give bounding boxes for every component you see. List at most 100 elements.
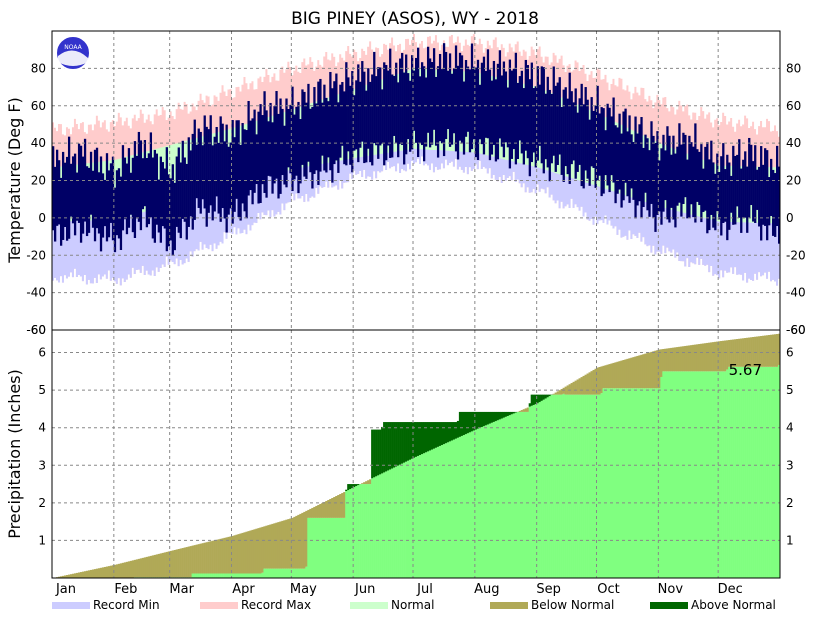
below-normal-column <box>261 526 264 573</box>
observed-precip-column <box>409 459 412 578</box>
observed-temp-bar <box>105 153 109 242</box>
below-normal-column <box>676 347 679 372</box>
observed-precip-column <box>257 573 260 578</box>
observed-precip-column <box>490 422 494 578</box>
below-normal-column <box>193 545 196 574</box>
observed-temp-bar <box>588 119 591 186</box>
below-normal-column <box>175 549 178 578</box>
observed-temp-bar <box>75 172 79 221</box>
observed-temp-bar <box>357 64 360 163</box>
observed-temp-bar <box>748 137 751 219</box>
observed-temp-bar <box>299 119 302 184</box>
observed-temp-bar <box>646 138 649 211</box>
observed-precip-column <box>444 443 448 578</box>
above-normal-column <box>355 484 358 487</box>
observed-precip-column <box>466 433 470 578</box>
observed-precip-column <box>241 573 244 578</box>
observed-temp-bar <box>778 166 781 244</box>
below-normal-column <box>766 335 769 367</box>
observed-precip-column <box>259 573 262 578</box>
observed-temp-bar <box>185 163 188 240</box>
above-normal-column <box>536 394 539 404</box>
temperature-layers <box>52 34 781 286</box>
observed-precip-column <box>752 366 755 578</box>
above-normal-column <box>446 422 450 443</box>
observed-temp-bar <box>454 45 458 152</box>
observed-precip-column <box>255 573 258 578</box>
above-normal-column <box>377 429 380 476</box>
below-normal-column <box>103 566 107 578</box>
observed-temp-bar <box>512 68 516 150</box>
observed-precip-column <box>734 366 737 578</box>
observed-temp-bar <box>742 159 745 219</box>
legend: Record Min Record Max Normal Below Normal Ab… <box>52 598 776 612</box>
observed-temp-bar <box>732 145 735 225</box>
observed-temp-bar <box>139 140 143 231</box>
observed-precip-column <box>714 371 717 578</box>
below-normal-column <box>163 552 166 578</box>
below-normal-column <box>143 557 147 578</box>
below-normal-column <box>343 492 346 518</box>
above-normal-column <box>405 422 408 462</box>
observed-precip-column <box>201 573 204 578</box>
observed-temp-bar <box>225 124 228 233</box>
observed-temp-bar <box>383 62 386 166</box>
observed-precip-column <box>462 435 466 578</box>
below-normal-column <box>664 348 667 372</box>
below-normal-column <box>109 565 113 578</box>
observed-temp-bar <box>662 134 665 212</box>
observed-precip-column <box>337 517 340 578</box>
below-normal-column <box>319 503 322 518</box>
below-normal-column <box>151 555 155 578</box>
observed-temp-bar <box>417 47 420 158</box>
observed-temp-bar <box>432 48 436 130</box>
month-label: Mar <box>169 582 194 597</box>
observed-temp-bar <box>722 143 725 223</box>
observed-temp-bar <box>738 139 741 218</box>
below-normal-column <box>279 521 282 569</box>
observed-precip-column <box>424 452 428 578</box>
above-normal-column <box>381 426 384 474</box>
observed-temp-bar <box>476 59 480 161</box>
observed-temp-bar <box>231 120 234 224</box>
below-normal-column <box>710 342 713 372</box>
below-normal-column <box>680 346 683 372</box>
observed-temp-bar <box>540 66 543 164</box>
legend-swatch <box>350 602 388 609</box>
observed-precip-column <box>205 573 208 578</box>
observed-temp-bar <box>63 162 67 227</box>
observed-temp-bar <box>97 172 101 234</box>
observed-precip-column <box>554 394 557 578</box>
legend-label: Below Normal <box>531 598 614 612</box>
above-normal-column <box>438 422 442 446</box>
observed-temp-bar <box>494 79 498 162</box>
observed-precip-column <box>271 568 274 578</box>
divider-tick-left: -60 <box>26 323 46 337</box>
observed-precip-column <box>438 445 442 578</box>
observed-precip-column <box>700 371 703 578</box>
above-normal-column <box>472 411 476 431</box>
observed-temp-bar <box>680 144 683 217</box>
month-label: Aug <box>474 582 499 597</box>
below-normal-column <box>285 519 288 569</box>
observed-temp-bar <box>195 144 198 199</box>
above-normal-column <box>418 422 422 456</box>
observed-temp-bar <box>700 144 703 223</box>
observed-precip-column <box>682 371 685 578</box>
observed-temp-bar <box>133 141 137 238</box>
observed-temp-bar <box>193 119 196 220</box>
observed-temp-bar <box>361 61 364 142</box>
temperature-tick-left: -60 <box>26 323 46 337</box>
observed-precip-column <box>385 471 388 578</box>
observed-temp-bar <box>770 158 773 217</box>
observed-precip-column <box>676 371 679 578</box>
below-normal-column <box>335 496 338 518</box>
observed-precip-column <box>766 366 769 578</box>
below-normal-column <box>259 527 262 574</box>
below-normal-column <box>606 364 609 389</box>
observed-temp-bar <box>303 91 306 177</box>
observed-temp-bar <box>686 159 689 219</box>
observed-temp-bar <box>343 91 346 165</box>
precipitation-tick-right: 1 <box>786 533 794 547</box>
below-normal-column <box>133 559 137 578</box>
